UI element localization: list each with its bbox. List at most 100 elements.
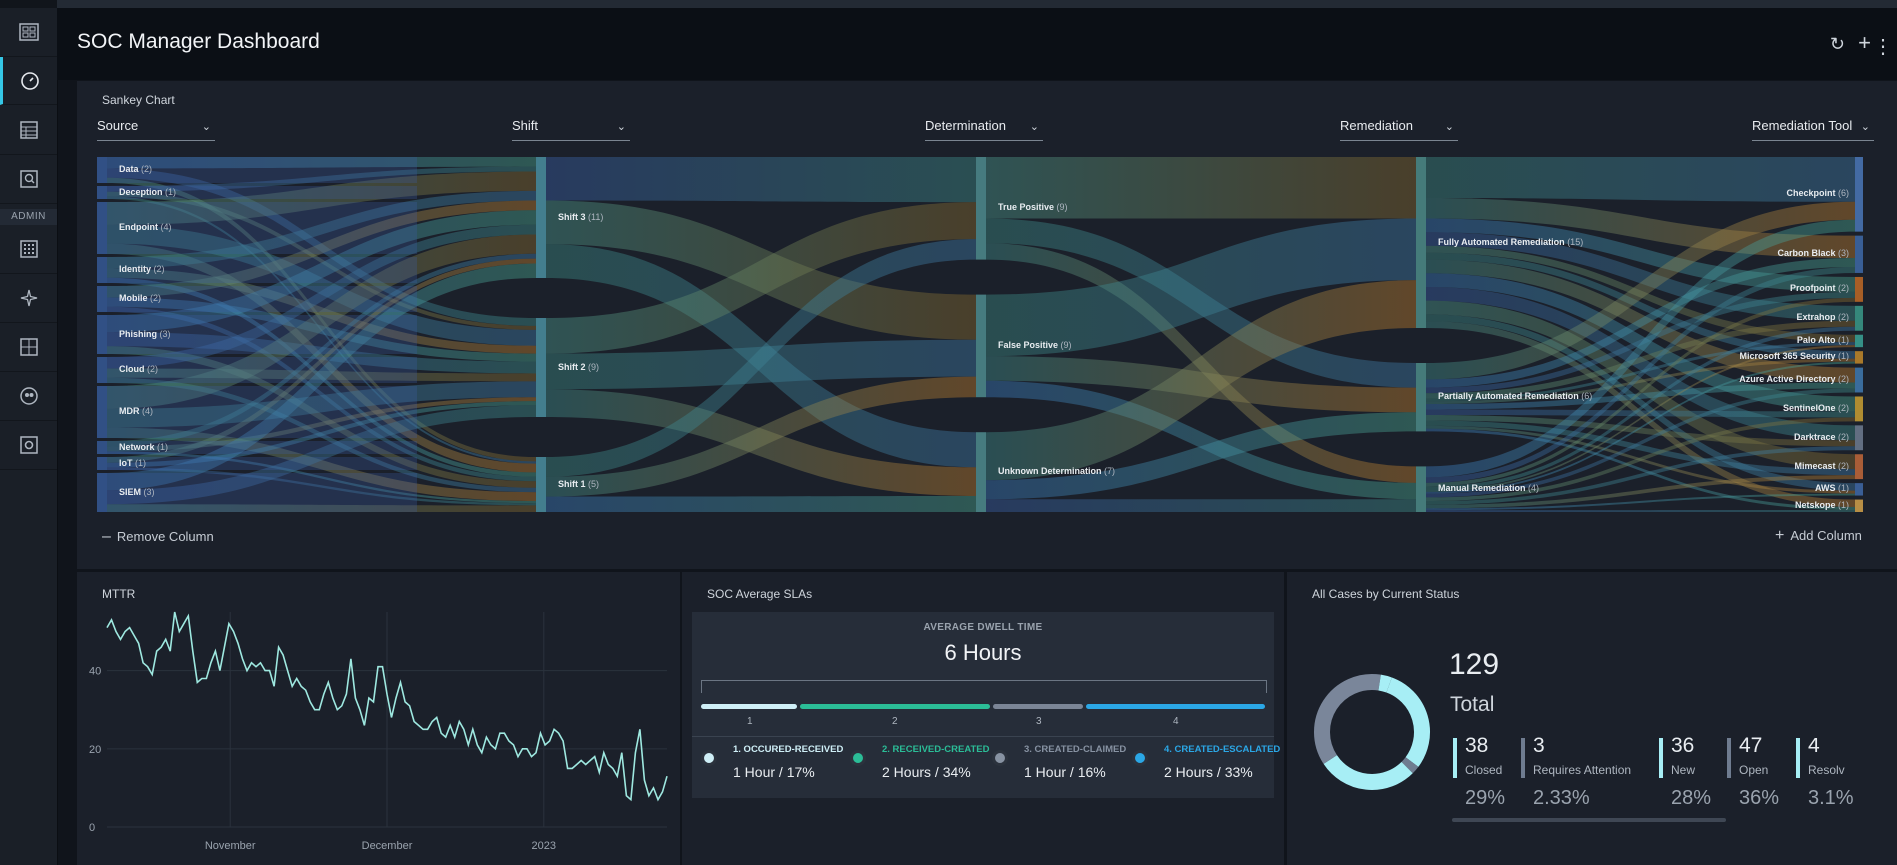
sankey-node[interactable] (97, 286, 107, 312)
sidebar-item-layouts[interactable] (0, 323, 57, 372)
sidebar-item-users[interactable] (0, 372, 57, 421)
more-menu-icon[interactable]: ⋮ (1873, 36, 1893, 58)
sankey-link (986, 499, 1416, 512)
sankey-node[interactable] (97, 441, 107, 454)
node-name: Extrahop (1796, 312, 1838, 323)
sankey-node-label: Darktrace (2) (1794, 432, 1849, 442)
sankey-node[interactable] (97, 357, 107, 383)
sankey-node[interactable] (1416, 363, 1426, 432)
column-select-label: Remediation (1340, 118, 1413, 133)
status-bar (1453, 738, 1457, 778)
column-select-label: Source (97, 118, 139, 133)
status-percent: 2.33% (1533, 787, 1590, 809)
mttr-x-ticks: November December 2023 (205, 840, 556, 852)
sidebar-item-automation[interactable] (0, 274, 57, 323)
column-select-source[interactable]: Source ⌄ (97, 118, 215, 141)
sankey-diagram (97, 157, 1863, 512)
donut-slice[interactable] (1401, 757, 1419, 774)
column-select-label: Determination (925, 118, 1006, 133)
sankey-link (1426, 414, 1855, 447)
sankey-node[interactable] (1855, 305, 1863, 331)
sankey-node[interactable] (976, 294, 986, 398)
node-name: Cloud (119, 364, 147, 374)
node-name: Manual Remediation (1438, 483, 1529, 494)
status-count: 47 (1739, 734, 1763, 757)
sankey-node[interactable] (1855, 499, 1863, 512)
sankey-node-label: Manual Remediation (4) (1438, 483, 1539, 493)
page-header: SOC Manager Dashboard ↻ + ⋮ (57, 8, 1897, 80)
node-name: Phishing (119, 328, 160, 339)
sankey-node-band (97, 157, 417, 183)
sankey-node-label: Deception (1) (119, 187, 176, 197)
sankey-node[interactable] (97, 157, 107, 183)
sidebar-item-search[interactable] (0, 155, 57, 204)
sankey-node[interactable] (1855, 235, 1863, 273)
sankey-link (1426, 510, 1855, 512)
segment-bar-2 (800, 704, 990, 709)
sankey-node[interactable] (536, 318, 546, 417)
sankey-node[interactable] (97, 202, 107, 254)
sankey-node-label: Carbon Black (3) (1777, 248, 1849, 258)
sankey-node-label: Shift 2 (9) (558, 362, 599, 372)
dwell-time-value: 6 Hours (944, 640, 1022, 665)
apps-grid-icon (19, 240, 38, 258)
sankey-link (107, 234, 536, 409)
sankey-node[interactable] (976, 432, 986, 512)
status-scrollbar[interactable] (1452, 818, 1726, 822)
sankey-link (1426, 219, 1855, 478)
sankey-node[interactable] (1855, 334, 1863, 348)
sankey-node[interactable] (536, 157, 546, 278)
sankey-node[interactable] (1855, 454, 1863, 480)
refresh-icon[interactable]: ↻ (1829, 34, 1845, 54)
sankey-node[interactable] (97, 186, 107, 199)
sankey-node[interactable] (536, 457, 546, 512)
column-select-remediation[interactable]: Remediation ⌄ (1340, 118, 1458, 141)
donut-slice[interactable] (1386, 677, 1430, 767)
sankey-node[interactable] (97, 386, 107, 438)
sankey-link (1426, 201, 1855, 380)
segment-number: 3 (1036, 716, 1042, 727)
sankey-node[interactable] (1855, 396, 1863, 422)
sankey-link (107, 224, 536, 346)
column-select-remediation-tool[interactable]: Remediation Tool ⌄ (1752, 118, 1874, 141)
node-name: Proofpoint (1790, 283, 1838, 294)
sankey-node[interactable] (1855, 483, 1863, 496)
status-percent: 36% (1739, 787, 1780, 809)
sidebar-item-incidents[interactable] (0, 8, 57, 57)
sankey-node[interactable] (1855, 425, 1863, 451)
sankey-link (986, 412, 1416, 500)
node-name: Identity (119, 264, 154, 274)
donut-slice[interactable] (1378, 674, 1392, 693)
status-percent: 29% (1465, 787, 1506, 809)
sidebar-item-apps[interactable] (0, 225, 57, 274)
sankey-link (1426, 286, 1855, 441)
sankey-node[interactable] (97, 473, 107, 512)
sankey-node[interactable] (1416, 157, 1426, 328)
sankey-node[interactable] (1855, 276, 1863, 302)
add-icon[interactable]: + (1858, 30, 1871, 55)
add-column-button[interactable]: + Add Column (1775, 527, 1862, 545)
sankey-node[interactable] (1855, 351, 1863, 364)
status-resolved[interactable]: 4 Resolv 3.1% (1796, 738, 1882, 818)
sankey-node[interactable] (97, 315, 107, 354)
sankey-node-label: Phishing (3) (119, 329, 171, 339)
remove-column-button[interactable]: – Remove Column (102, 528, 214, 546)
column-select-shift[interactable]: Shift ⌄ (512, 118, 630, 141)
sankey-node[interactable] (976, 157, 986, 260)
sankey-node[interactable] (97, 457, 107, 470)
sankey-node[interactable] (1855, 367, 1863, 393)
sidebar-item-reports[interactable] (0, 106, 57, 155)
sankey-link (107, 467, 536, 506)
node-count: (5) (588, 478, 600, 489)
sankey-node[interactable] (97, 257, 107, 283)
donut-slice[interactable] (1323, 754, 1413, 790)
chevron-down-icon: ⌄ (616, 121, 626, 133)
sidebar-item-dashboard[interactable] (0, 57, 57, 105)
node-count: (1) (1838, 351, 1849, 362)
donut-slice[interactable] (1314, 674, 1381, 764)
sankey-node[interactable] (1416, 466, 1426, 512)
column-select-determination[interactable]: Determination ⌄ (925, 118, 1043, 141)
sidebar-item-settings[interactable] (0, 421, 57, 470)
sankey-link (546, 202, 976, 354)
sankey-node[interactable] (1855, 157, 1863, 232)
